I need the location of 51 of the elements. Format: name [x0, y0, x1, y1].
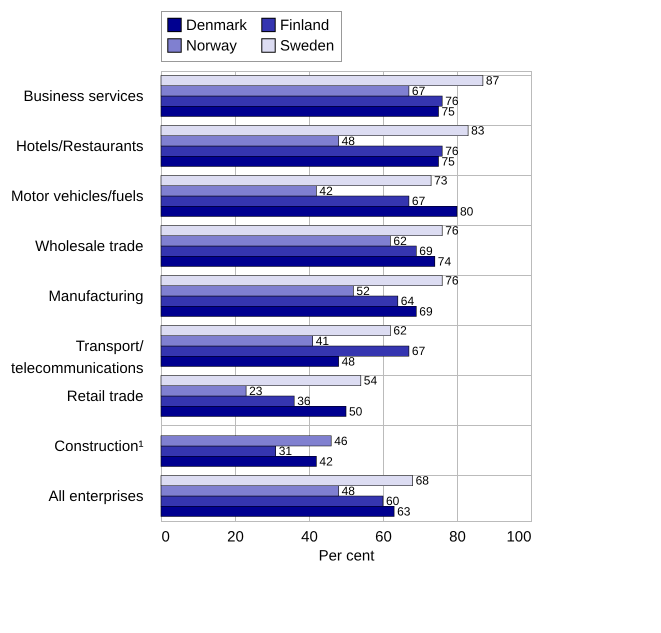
data-label: 60 [386, 494, 400, 508]
data-label: 42 [319, 184, 334, 198]
data-label: 31 [278, 444, 292, 458]
data-label: 46 [334, 434, 348, 448]
x-tick-label: 80 [449, 528, 466, 546]
y-tick-label: Motor vehicles/fuels [10, 188, 144, 205]
data-label: 87 [486, 74, 500, 88]
data-label: 64 [400, 294, 414, 308]
data-label: 73 [434, 174, 448, 188]
data-label: 67 [412, 84, 426, 98]
x-tick-label: 0 [162, 528, 170, 546]
legend-label: Sweden [280, 38, 334, 54]
data-label: 76 [445, 274, 459, 288]
data-label: 62 [393, 324, 408, 338]
data-label: 74 [438, 254, 452, 268]
data-label: 52 [356, 284, 370, 298]
data-label: 67 [412, 344, 426, 358]
data-label: 80 [460, 204, 474, 218]
data-label: 54 [364, 374, 378, 388]
data-label: 36 [297, 394, 311, 408]
data-label: 62 [393, 234, 408, 248]
y-tick-label: Hotels/Restaurants [16, 138, 144, 155]
legend-label: Norway [186, 38, 238, 54]
data-label: 67 [412, 194, 426, 208]
x-axis-title: Per cent [318, 548, 376, 564]
data-label: 63 [397, 504, 411, 518]
data-label: 69 [419, 244, 433, 258]
data-label: 48 [342, 484, 356, 498]
legend-label: Finland [280, 16, 330, 34]
data-label: 41 [316, 334, 330, 348]
data-label: 76 [445, 224, 459, 238]
x-tick-label: 100 [506, 528, 532, 546]
y-tick-label: Transport/telecommunications [10, 338, 144, 377]
x-tick-label: 40 [301, 528, 318, 546]
data-label: 69 [419, 304, 433, 318]
y-tick-label: Business services [23, 88, 144, 105]
y-tick-label: Construction¹ [54, 438, 144, 455]
x-tick-label: 20 [227, 528, 244, 546]
y-tick-label: Wholesale trade [35, 238, 144, 255]
y-tick-label: Manufacturing [48, 288, 144, 305]
data-label: 68 [416, 474, 430, 488]
data-label: 48 [342, 134, 356, 148]
x-tick-label: 60 [375, 528, 392, 546]
data-label: 42 [319, 454, 334, 468]
data-label: 83 [471, 124, 485, 138]
data-label: 50 [349, 404, 363, 418]
legend-label: Denmark [186, 16, 248, 34]
y-tick-label: Retail trade [66, 388, 144, 405]
data-label: 23 [249, 384, 263, 398]
data-label: 48 [342, 354, 356, 368]
y-tick-label: All enterprises [48, 488, 144, 505]
